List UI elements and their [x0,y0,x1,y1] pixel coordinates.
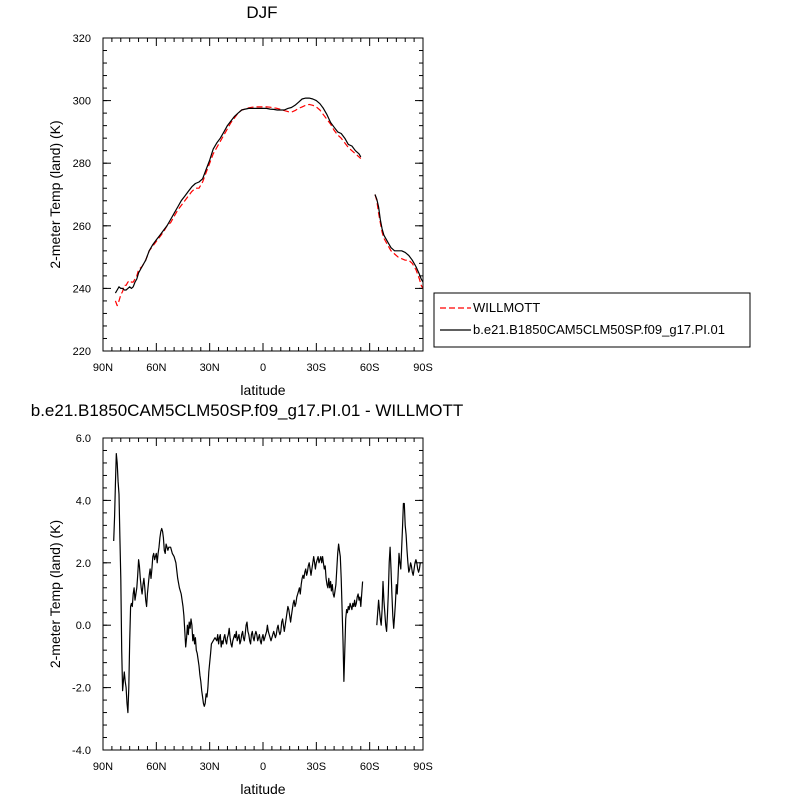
y-tick-label: 300 [73,96,91,108]
y-tick-label: 6.0 [76,433,91,445]
x-tick-label: 60S [360,362,380,374]
y-tick-label: 2.0 [76,558,91,570]
x-axis-label-2: latitude [240,781,285,797]
y-tick-label: 280 [73,158,91,170]
panel-2 [102,437,424,751]
x-tick-label: 60S [360,761,380,773]
x-tick-label: 60N [146,362,166,374]
legend-entry-2: b.e21.B1850CAM5CLM50SP.f09_g17.PI.01 [473,322,725,337]
legend-entry-1: WILLMOTT [473,300,540,315]
series-1-line-segment-2 [374,194,424,289]
series-2-line-segment-1 [114,97,362,294]
x-tick-label: 30N [200,362,220,374]
y-tick-label: 4.0 [76,495,91,507]
panel-1 [102,37,424,352]
chart-title-1: DJF [246,3,277,22]
x-tick-label: 30S [307,362,327,374]
plot-frame-1 [102,37,424,352]
x-axis-label-1: latitude [240,382,285,398]
plot-frame-2 [102,437,424,751]
y-tick-label: 240 [73,283,91,295]
y-axis-label-1: 2-meter Temp (land) (K) [47,120,63,268]
series-2-line-segment-2 [374,194,424,283]
y-tick-label: -2.0 [72,683,91,695]
x-tick-label: 30S [307,761,327,773]
x-tick-label: 90N [93,362,113,374]
x-tick-label: 60N [146,761,166,773]
legend [433,292,751,348]
series-1-line-segment-1 [114,103,362,307]
y-tick-label: 320 [73,33,91,45]
series-1-line-segment-1 [113,453,364,714]
y-tick-label: 260 [73,221,91,233]
y-tick-label: 0.0 [76,620,91,632]
y-axis-label-2: 2-meter Temp (land) (K) [47,520,63,668]
y-tick-label: 220 [73,346,91,358]
x-tick-label: 90S [413,362,433,374]
chart-title-2: b.e21.B1850CAM5CLM50SP.f09_g17.PI.01 - W… [31,401,463,420]
legend-box [433,292,751,348]
x-tick-label: 90S [413,761,433,773]
x-tick-label: 90N [93,761,113,773]
series-1-line-segment-2 [376,502,421,633]
y-tick-label: -4.0 [72,745,91,757]
x-tick-label: 0 [260,362,266,374]
x-tick-label: 0 [260,761,266,773]
x-tick-label: 30N [200,761,220,773]
